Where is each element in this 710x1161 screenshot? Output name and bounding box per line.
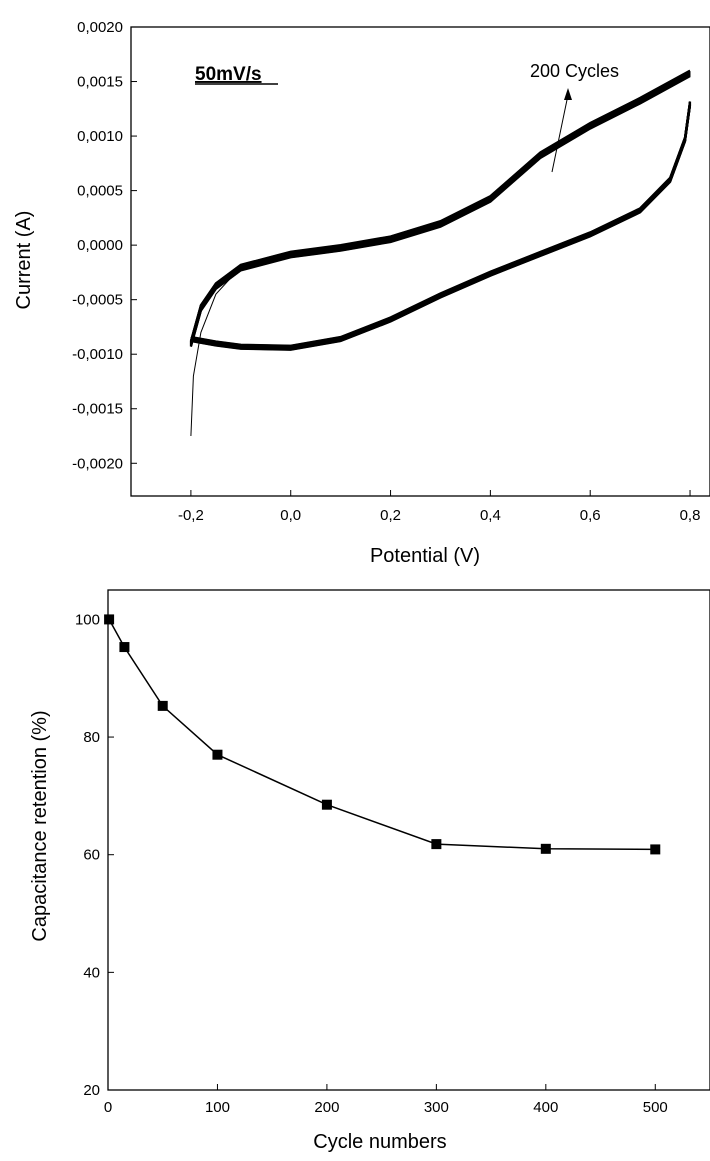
retention-plot-frame [107,589,710,1091]
cv-annotation-cycles: 200 Cycles [530,61,619,81]
retention-x-tick-label: 500 [643,1099,668,1116]
cv-y-tick-label: 0,0010 [77,128,123,145]
retention-point [119,642,130,653]
cv-annotation-scan-rate: 50mV/s [195,64,262,85]
cv-series [189,69,692,437]
cv-x-tick-label: 0,2 [380,507,401,524]
cv-cycle-upper [189,75,691,348]
cv-y-tick-label: -0,0005 [72,292,123,309]
cv-x-tick-label: 0,0 [280,507,301,524]
retention-x-tick-label: 300 [424,1099,449,1116]
retention-y-tick-label: 80 [83,729,100,746]
cv-y-tick-label: 0,0000 [77,237,123,254]
cv-annotation-arrow [551,94,569,173]
retention-line [108,619,656,851]
retention-point [157,700,168,711]
cv-first-cycle [190,251,291,437]
cv-y-tick-label: 0,0015 [77,74,123,91]
retention-chart: 0 100 200 300 400 500 20 40 60 80 100 Cycle number… [29,589,710,1153]
retention-x-tick-label: 0 [104,1099,112,1116]
cv-annotation-arrowhead [564,88,572,100]
retention-x-tick-label: 400 [533,1099,558,1116]
cv-chart: -0,2 0,0 0,2 0,4 0,6 0,8 -0,0020 -0,0015 -0,0010… [13,19,710,567]
cv-x-tick-label: 0,6 [580,507,601,524]
retention-point [650,844,661,855]
cv-x-tick-label: 0,8 [680,507,701,524]
cv-x-tick-label: 0,4 [480,507,501,524]
retention-y-tick-label: 100 [75,611,100,628]
cv-y-tick-label: -0,0010 [72,346,123,363]
retention-point [321,799,332,810]
retention-point [431,839,442,850]
retention-y-tick-label: 60 [83,847,100,864]
cv-x-tick-label: -0,2 [178,507,204,524]
cv-y-tick-label: 0,0020 [77,19,123,36]
retention-point [104,614,115,625]
retention-x-tick-label: 100 [205,1099,230,1116]
retention-x-tick-label: 200 [314,1099,339,1116]
retention-point [540,843,551,854]
retention-point [212,749,223,760]
retention-series [104,614,661,855]
cv-y-axis-title: Current (A) [13,211,35,310]
retention-x-axis-title: Cycle numbers [313,1131,446,1153]
cv-plot-frame [130,26,710,497]
retention-axes: 0 100 200 300 400 500 20 40 60 80 100 [75,611,668,1116]
cv-y-tick-label: -0,0020 [72,455,123,472]
retention-y-tick-label: 40 [83,964,100,981]
retention-y-tick-label: 20 [83,1082,100,1099]
cv-cycle-lower [190,101,692,347]
cv-axes: -0,2 0,0 0,2 0,4 0,6 0,8 -0,0020 -0,0015 -0,0010… [72,19,700,524]
cv-x-axis-title: Potential (V) [370,545,480,567]
cv-y-tick-label: -0,0015 [72,401,123,418]
cv-y-tick-label: 0,0005 [77,183,123,200]
retention-y-axis-title: Capacitance retention (%) [29,710,51,941]
